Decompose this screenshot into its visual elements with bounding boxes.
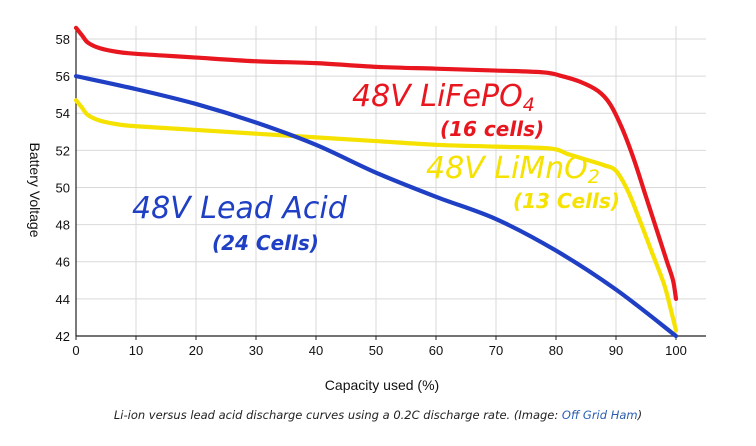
y-axis-title: Battery Voltage xyxy=(27,143,43,238)
y-tick-label-44: 44 xyxy=(56,292,70,307)
x-tick-label-50: 50 xyxy=(369,343,383,358)
y-tick-label-48: 48 xyxy=(56,218,70,233)
y-tick-label-58: 58 xyxy=(56,32,70,47)
annotation-lead-title: 48V Lead Acid xyxy=(132,191,348,226)
lead-acid-series-line xyxy=(73,74,679,339)
annotation-lifepo4-cells: (16 cells) xyxy=(440,117,544,141)
x-tick-label-60: 60 xyxy=(429,343,443,358)
x-tick-label-30: 30 xyxy=(249,343,263,358)
lifepo4-series-line xyxy=(73,25,679,301)
annotation-limno2-title: 48V LiMnO2 xyxy=(426,151,600,188)
y-tick-label-54: 54 xyxy=(56,106,70,121)
y-tick-labels: 42 44 46 48 50 52 54 56 58 xyxy=(56,32,70,344)
chart-svg: 0 10 20 30 40 50 60 70 80 90 100 42 44 46 48 50 52 54 56 5… xyxy=(27,25,706,393)
y-tick-label-42: 42 xyxy=(56,329,70,344)
x-tick-label-90: 90 xyxy=(609,343,623,358)
x-tick-labels: 0 10 20 30 40 50 60 70 80 90 100 xyxy=(72,336,687,358)
series-lines xyxy=(73,25,679,339)
y-tick-label-46: 46 xyxy=(56,255,70,270)
discharge-chart: 0 10 20 30 40 50 60 70 80 90 100 42 44 46 48 50 52 54 56 5… xyxy=(27,25,706,393)
caption-text: Li-ion versus lead acid discharge curves… xyxy=(113,408,562,422)
annotation-lead-cells: (24 Cells) xyxy=(212,231,319,255)
x-axis-title: Capacity used (%) xyxy=(325,377,439,393)
figure-caption: Li-ion versus lead acid discharge curves… xyxy=(0,408,756,422)
x-tick-label-80: 80 xyxy=(549,343,563,358)
x-tick-label-100: 100 xyxy=(665,343,687,358)
grid-lines xyxy=(75,26,706,337)
x-tick-label-10: 10 xyxy=(129,343,143,358)
x-tick-label-20: 20 xyxy=(189,343,203,358)
x-tick-label-70: 70 xyxy=(489,343,503,358)
annotation-limno2-cells: (13 Cells) xyxy=(513,189,620,213)
caption-credit-link[interactable]: Off Grid Ham xyxy=(561,408,638,422)
limno2-series-line xyxy=(73,98,679,333)
x-tick-label-40: 40 xyxy=(309,343,323,358)
y-tick-label-56: 56 xyxy=(56,69,70,84)
series-annotations: 48V LiFePO4(16 cells) 48V LiMnO2(13 Cells… xyxy=(132,79,620,255)
y-tick-label-52: 52 xyxy=(56,143,70,158)
x-tick-label-0: 0 xyxy=(72,343,79,358)
caption-close: ) xyxy=(637,408,643,422)
annotation-lifepo4-title: 48V LiFePO4 xyxy=(352,79,535,116)
y-tick-label-50: 50 xyxy=(56,180,70,195)
